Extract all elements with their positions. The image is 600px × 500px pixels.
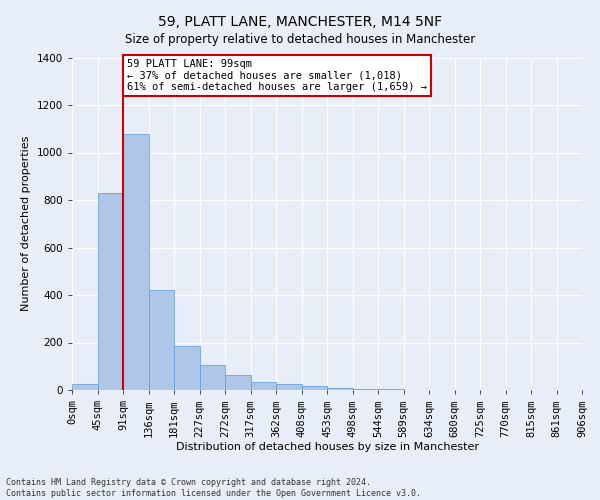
Text: Contains HM Land Registry data © Crown copyright and database right 2024.
Contai: Contains HM Land Registry data © Crown c… [6, 478, 421, 498]
Bar [72, 384, 97, 390]
Y-axis label: Number of detached properties: Number of detached properties [21, 136, 31, 312]
Text: Size of property relative to detached houses in Manchester: Size of property relative to detached ho… [125, 32, 475, 46]
Text: 59, PLATT LANE, MANCHESTER, M14 5NF: 59, PLATT LANE, MANCHESTER, M14 5NF [158, 15, 442, 29]
Bar [251, 382, 276, 390]
Bar [302, 386, 327, 390]
Bar [123, 134, 149, 390]
Bar [97, 193, 123, 390]
Text: 59 PLATT LANE: 99sqm
← 37% of detached houses are smaller (1,018)
61% of semi-de: 59 PLATT LANE: 99sqm ← 37% of detached h… [127, 58, 427, 92]
Bar [149, 290, 174, 390]
X-axis label: Distribution of detached houses by size in Manchester: Distribution of detached houses by size … [176, 442, 479, 452]
Bar [327, 388, 353, 390]
Bar [276, 384, 302, 390]
Bar [174, 346, 199, 390]
Bar [225, 376, 251, 390]
Bar [199, 365, 225, 390]
Bar [353, 389, 378, 390]
